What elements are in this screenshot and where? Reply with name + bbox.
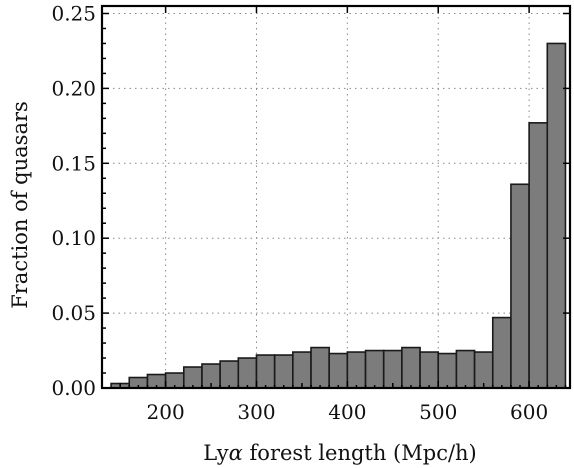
histogram-bar	[273, 354, 294, 389]
histogram-bar	[510, 183, 530, 389]
histogram-bar	[528, 122, 549, 389]
x-axis-title-symbol: α	[229, 441, 243, 465]
x-tick-label: 500	[419, 400, 457, 424]
y-tick-labels: 0.00 0.05 0.10 0.15 0.20 0.25	[51, 1, 96, 400]
histogram-bar	[455, 349, 476, 389]
histogram-bar	[346, 351, 367, 389]
x-tick-label: 200	[147, 400, 185, 424]
y-axis-title: Fraction of quasars	[8, 101, 32, 309]
histogram-bar	[491, 316, 512, 389]
x-axis-title-suffix: forest length (Mpc/h)	[243, 441, 477, 465]
histogram-bar	[237, 357, 258, 389]
grid-lines	[102, 6, 570, 388]
histogram-bar	[219, 360, 240, 389]
y-tick-label: 0.15	[51, 151, 96, 175]
y-tick-label: 0.25	[51, 1, 96, 25]
histogram-bar	[364, 349, 385, 389]
histogram-bar	[310, 346, 330, 389]
x-axis-title: Lyα forest length (Mpc/h)	[203, 441, 477, 465]
histogram-bar	[292, 351, 312, 389]
histogram-bar	[437, 352, 458, 389]
histogram-bar	[546, 42, 567, 389]
histogram-bar	[255, 354, 276, 389]
histogram-bar	[473, 351, 494, 389]
axis-ticks	[102, 6, 570, 389]
y-tick-label: 0.00	[51, 376, 96, 400]
x-tick-label: 300	[237, 400, 275, 424]
x-tick-labels: 200 300 400 500 600	[147, 400, 549, 424]
y-tick-label: 0.10	[51, 226, 96, 250]
histogram-bar	[401, 346, 421, 389]
histogram-bar	[419, 351, 440, 389]
plot-frame	[100, 4, 572, 390]
histogram-bar	[328, 352, 349, 389]
y-tick-label: 0.05	[51, 301, 96, 325]
histogram-bars	[110, 42, 567, 389]
x-tick-label: 400	[328, 400, 366, 424]
y-tick-label: 0.20	[51, 76, 96, 100]
x-tick-label: 600	[510, 400, 548, 424]
histogram-bar	[382, 349, 403, 389]
histogram-bar	[182, 366, 203, 389]
x-axis-title-prefix: Ly	[203, 441, 229, 465]
